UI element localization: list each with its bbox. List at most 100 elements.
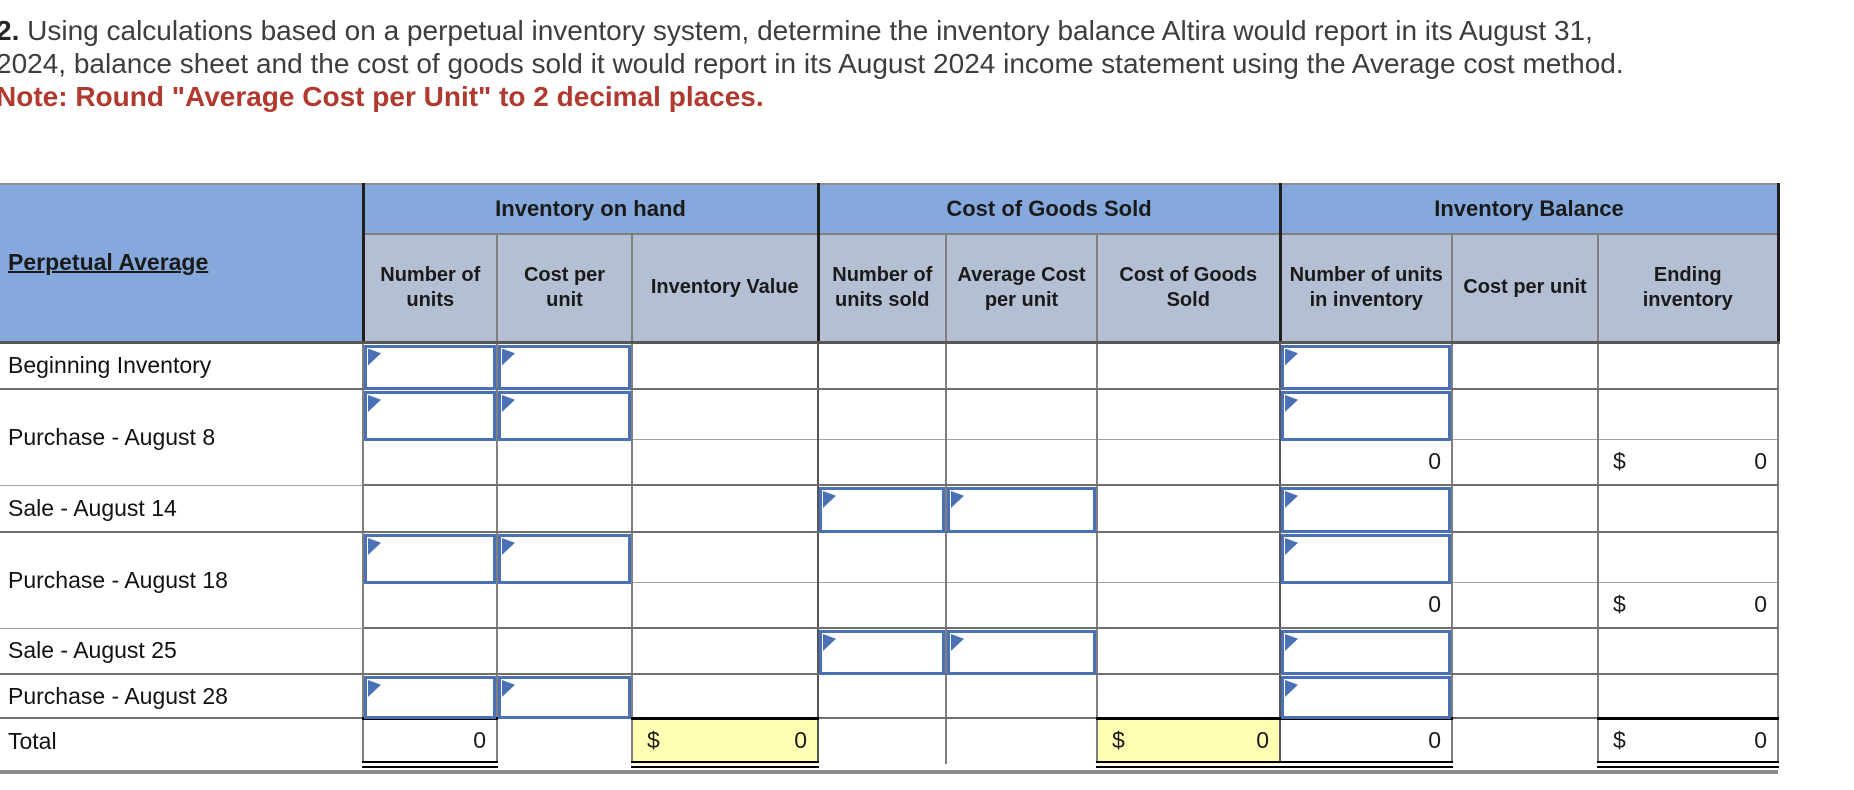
cell-beg-units-sold — [818, 342, 947, 390]
cell-p8-number-of-units — [363, 389, 498, 441]
cell-s25-ending-inventory — [1598, 628, 1780, 675]
response-flag-icon — [1285, 348, 1299, 366]
table-row-beginning-inventory: Beginning Inventory — [0, 342, 1780, 390]
total-inventory-value: 0 — [794, 726, 807, 753]
table-row-purchase-august-8: Purchase - August 8 — [0, 389, 1780, 486]
cell-s25-units-sold — [818, 628, 947, 675]
input-s25-units-in-inventory[interactable] — [1281, 630, 1452, 675]
input-s14-avg-cost-per-unit[interactable] — [947, 487, 1096, 533]
table-row-purchase-august-8-balance: 0 $0 — [0, 439, 1780, 486]
cell-p18-balance-cost-per-unit — [1452, 532, 1600, 583]
group-header-inventory-on-hand: Inventory on hand — [363, 184, 820, 235]
table-row-purchase-august-18: Purchase - August 18 — [0, 532, 1780, 629]
cell-p8b-units-in-inventory: 0 — [1280, 439, 1454, 486]
input-s25-units-sold[interactable] — [819, 630, 945, 675]
row-label-purchase-august-28: Purchase - August 28 — [0, 674, 364, 719]
cell-total-avg-cost — [946, 717, 1098, 764]
input-p8-units-in-inventory[interactable] — [1281, 391, 1452, 441]
column-header-row: Number of units Cost per unit Inventory … — [0, 234, 1780, 344]
response-flag-icon — [1285, 680, 1299, 697]
col-header-number-of-units-sold: Number of units sold — [818, 234, 947, 344]
input-beg-cost-per-unit[interactable] — [498, 344, 631, 390]
cell-s14-units-sold — [818, 485, 947, 533]
cell-s14-cogs — [1097, 485, 1282, 533]
response-flag-icon — [368, 680, 381, 697]
input-s14-units-sold[interactable] — [819, 487, 945, 533]
input-p18-units-in-inventory[interactable] — [1281, 534, 1452, 584]
input-beg-number-of-units[interactable] — [364, 344, 496, 390]
col-header-ending-inventory: Ending inventory — [1598, 234, 1780, 344]
cell-beg-number-of-units — [363, 342, 498, 390]
cell-p18b-ending-inventory: $0 — [1598, 582, 1780, 629]
cell-total-inventory-value: $0 — [632, 716, 819, 768]
input-beg-units-in-inventory[interactable] — [1281, 344, 1452, 390]
cell-s14-cost-per-unit — [497, 485, 633, 533]
cell-p18b-cogs — [1097, 582, 1282, 629]
cell-total-ending-inventory: $0 — [1598, 716, 1780, 768]
cell-p18-units-in-inventory — [1280, 532, 1454, 584]
cell-total-balance-cost-per-unit — [1452, 717, 1600, 764]
cell-p18-cogs — [1097, 532, 1282, 583]
cell-beg-inventory-value — [632, 342, 819, 390]
cell-p8-units-sold — [818, 389, 947, 440]
row-label-beginning-inventory: Beginning Inventory — [0, 342, 364, 390]
cell-beg-balance-cost-per-unit — [1452, 342, 1600, 390]
cell-p8-inventory-value — [632, 389, 819, 440]
question-line-1: 2. Using calculations based on a perpetu… — [0, 14, 1854, 47]
input-p28-number-of-units[interactable] — [364, 676, 496, 719]
question-line-2: 2024, balance sheet and the cost of good… — [0, 48, 1624, 79]
cell-s25-avg-cost — [946, 628, 1098, 675]
table-row-total: Total 0 $0 $0 0 $0 — [0, 716, 1780, 768]
cell-p28-balance-cost-per-unit — [1452, 674, 1600, 719]
cell-p8-avg-cost — [946, 389, 1098, 440]
col-header-cost-per-unit-balance: Cost per unit — [1452, 234, 1600, 344]
cell-beg-units-in-inventory — [1280, 342, 1454, 390]
cell-beg-cogs — [1097, 342, 1282, 390]
cell-s14-avg-cost — [946, 485, 1098, 533]
cell-p8b-inventory-value — [632, 439, 819, 486]
total-cogs-value: 0 — [1256, 726, 1270, 753]
cell-s25-balance-cost-per-unit — [1452, 628, 1600, 675]
table-bottom-border — [0, 769, 1778, 774]
table-row-purchase-august-18-balance: 0 $0 — [0, 582, 1780, 629]
cell-p8-ending-inventory — [1598, 389, 1780, 440]
cell-p8b-avg-cost — [946, 439, 1098, 486]
cell-s14-inventory-value — [632, 485, 819, 533]
row-label-sale-august-25: Sale - August 25 — [0, 628, 364, 675]
response-flag-icon — [951, 491, 964, 508]
response-flag-icon — [368, 348, 381, 366]
cell-p28-avg-cost — [946, 674, 1098, 719]
row-label-purchase-august-8: Purchase - August 8 — [0, 389, 364, 486]
ending-inventory-value: 0 — [1754, 591, 1768, 618]
input-p28-units-in-inventory[interactable] — [1281, 676, 1452, 719]
response-flag-icon — [502, 348, 515, 366]
cell-p8-balance-cost-per-unit — [1452, 389, 1600, 440]
response-flag-icon — [823, 491, 836, 508]
input-p18-number-of-units[interactable] — [364, 534, 496, 584]
input-p8-number-of-units[interactable] — [364, 391, 496, 441]
cell-p8b-number-of-units — [363, 439, 498, 486]
input-s14-units-in-inventory[interactable] — [1281, 487, 1452, 533]
perpetual-average-table: Perpetual Average Inventory on hand Cost… — [0, 183, 1780, 774]
cell-p18b-inventory-value — [632, 582, 819, 629]
group-header-cost-of-goods-sold: Cost of Goods Sold — [818, 184, 1282, 235]
cell-total-cost-per-unit — [497, 717, 633, 764]
total-ending-inventory-value: 0 — [1754, 726, 1768, 753]
cell-p8b-balance-cost-per-unit — [1452, 439, 1600, 486]
input-p18-cost-per-unit[interactable] — [498, 534, 631, 584]
cell-total-cogs: $0 — [1097, 716, 1282, 768]
cell-p28-cogs — [1097, 674, 1282, 719]
col-header-number-of-units: Number of units — [363, 234, 498, 344]
cell-s25-inventory-value — [632, 628, 819, 675]
cell-s14-balance-cost-per-unit — [1452, 485, 1600, 533]
input-s25-avg-cost-per-unit[interactable] — [947, 630, 1096, 675]
response-flag-icon — [368, 395, 381, 412]
cell-p18-number-of-units — [363, 532, 498, 584]
input-p28-cost-per-unit[interactable] — [498, 676, 631, 719]
cell-p18-inventory-value — [632, 532, 819, 583]
cell-s25-number-of-units — [363, 628, 498, 675]
cell-s25-cost-per-unit — [497, 628, 633, 675]
cell-total-units-sold — [818, 717, 947, 764]
input-p8-cost-per-unit[interactable] — [498, 391, 631, 441]
